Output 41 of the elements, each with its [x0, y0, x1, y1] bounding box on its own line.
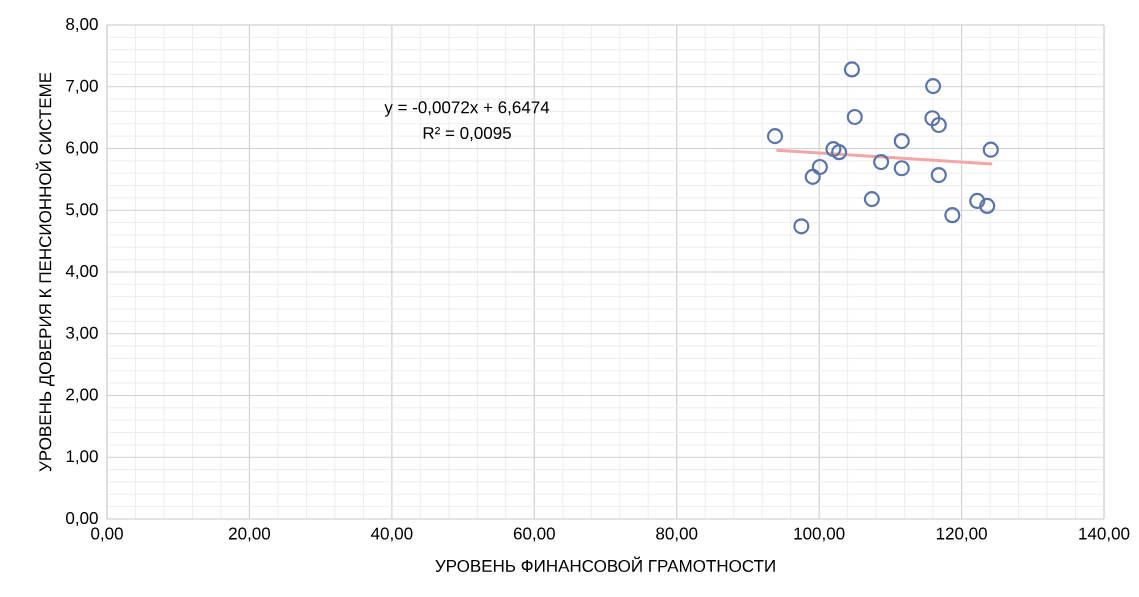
point: [831, 144, 848, 161]
point: [793, 218, 810, 235]
point: [930, 116, 947, 134]
x-tick-label: 20,00: [229, 527, 271, 542]
y-tick-label: 1,00: [66, 450, 98, 465]
x-tick-label: 100,00: [794, 527, 845, 542]
y-tick-label: 7,00: [66, 79, 98, 94]
y-tick-label: 0,00: [66, 511, 98, 526]
annotation: y = -0,0072x + 6,6474: [384, 101, 550, 117]
x-axis-title: УРОВЕНЬ ФИНАНСОВОЙ ГРАМОТНОСТИ: [435, 556, 775, 572]
point: [944, 207, 961, 224]
point: [825, 141, 842, 158]
point: [925, 78, 942, 95]
point: [811, 158, 828, 176]
point: [846, 108, 863, 126]
y-axis-title: УРОВЕНЬ ДОВЕРИЯ К ПЕНСИОННОЙ СИСТЕМЕ: [35, 72, 55, 472]
x-tick-label: 0,00: [91, 527, 123, 542]
annotation: R² = 0,0095: [423, 126, 511, 141]
point: [969, 192, 986, 210]
point: [863, 191, 880, 208]
point: [979, 197, 996, 215]
y-tick-label: 5,00: [66, 203, 98, 218]
point: [893, 132, 910, 150]
x-tick-label: 60,00: [513, 527, 555, 542]
y-tick-label: 2,00: [66, 388, 98, 403]
point: [893, 160, 910, 177]
x-tick-label: 80,00: [656, 527, 698, 542]
y-tick-label: 3,00: [66, 326, 98, 341]
y-tick-label: 8,00: [66, 17, 98, 33]
point: [766, 128, 784, 145]
point: [924, 110, 941, 127]
y-tick-label: 4,00: [65, 264, 98, 280]
point: [873, 153, 890, 171]
point: [804, 168, 821, 185]
y-tick-label: 6,00: [66, 141, 98, 156]
x-tick-label: 40,00: [370, 527, 413, 542]
point: [930, 166, 947, 184]
x-tick-label: 140,00: [1079, 527, 1130, 542]
point: [982, 141, 999, 158]
point: [843, 61, 861, 78]
x-tick-label: 120,00: [936, 527, 987, 542]
